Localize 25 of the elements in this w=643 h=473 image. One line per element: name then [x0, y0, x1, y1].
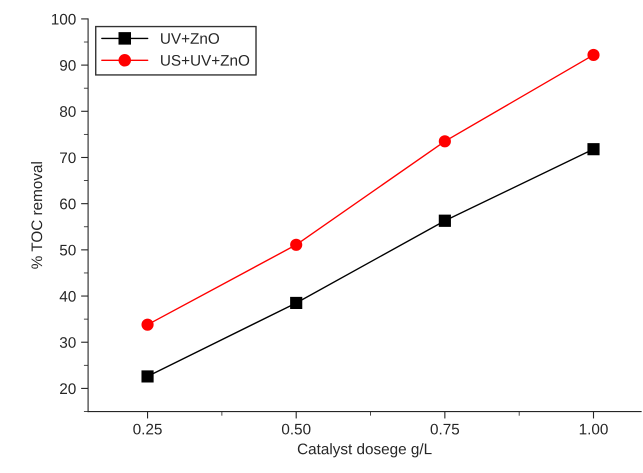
y-tick-label: 40 [60, 290, 76, 302]
y-tick-label: 90 [60, 60, 76, 71]
point [438, 135, 451, 148]
y-tick-label: 100 [52, 14, 76, 25]
x-tick-label: 0.75 [430, 424, 460, 435]
x-tick-label: 0.50 [282, 424, 310, 435]
point [141, 318, 154, 331]
y-tick-label: 50 [60, 244, 76, 256]
point [290, 238, 302, 251]
y-tick-label: 80 [60, 106, 76, 117]
point [141, 370, 154, 382]
legend-label: US+UV+ZnO [161, 54, 250, 66]
point [290, 296, 302, 310]
y-tick-label: 70 [60, 152, 76, 164]
x-axis-title: Catalyst dosege g/L [298, 443, 432, 458]
y-tick-label: 20 [60, 383, 76, 394]
point [587, 143, 600, 156]
legend-label: UV+ZnO [161, 33, 220, 44]
x-tick-label: 1.00 [580, 424, 608, 435]
y-tick-label: 30 [60, 337, 76, 348]
y-axis-title: % TOC removal [31, 162, 42, 269]
point [438, 214, 451, 227]
point [587, 48, 600, 62]
y-tick-label: 60 [60, 198, 76, 210]
x-tick-label: 0.25 [133, 424, 162, 435]
